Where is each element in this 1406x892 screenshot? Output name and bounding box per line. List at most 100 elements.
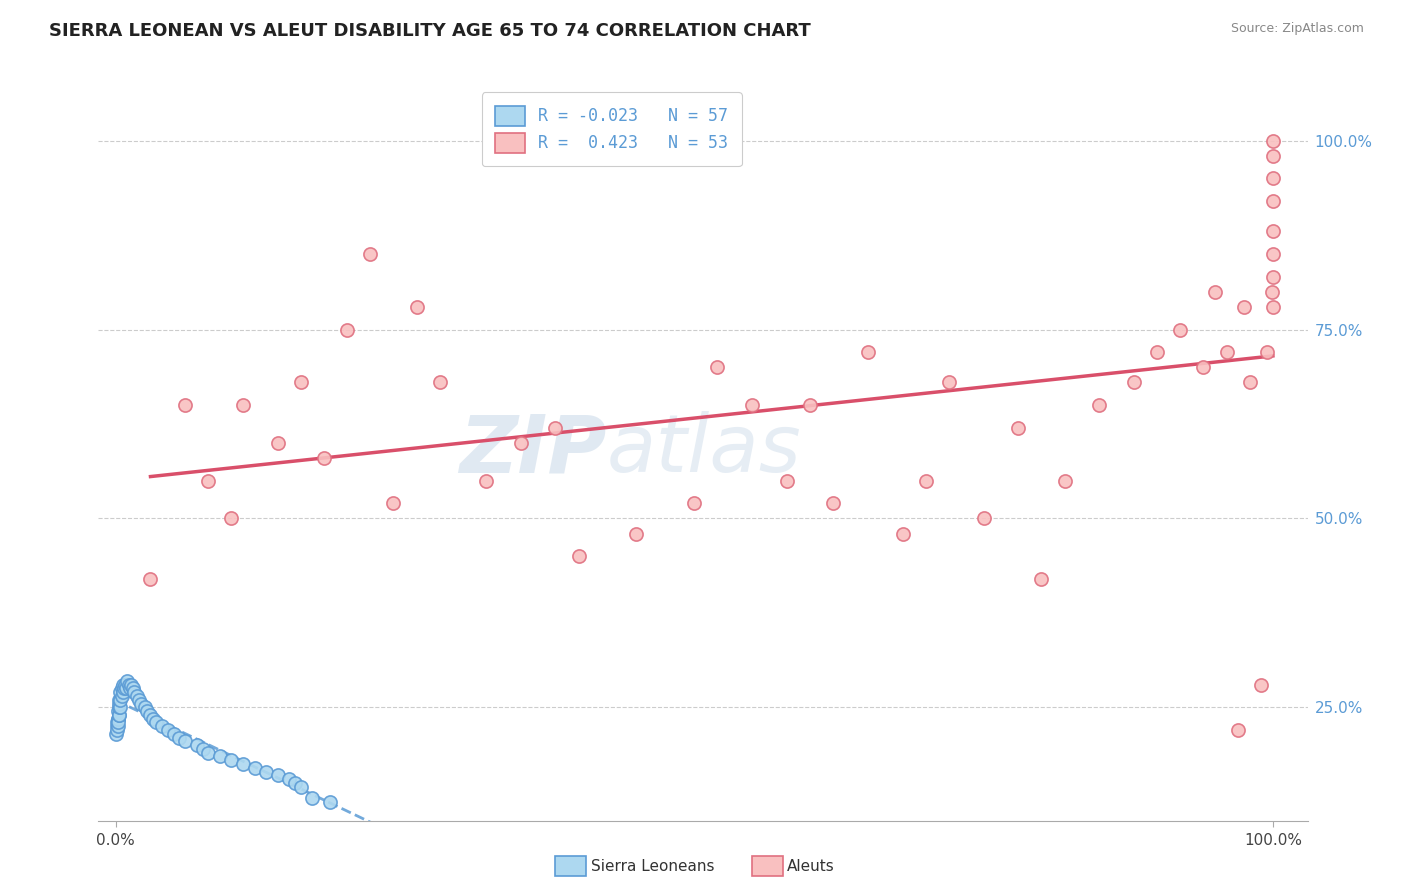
Point bbox=[118, 681, 141, 696]
Point bbox=[243, 761, 266, 775]
Point bbox=[117, 673, 139, 688]
Point bbox=[706, 360, 728, 375]
Text: Aleuts: Aleuts bbox=[787, 859, 835, 873]
Point bbox=[973, 511, 995, 525]
Point bbox=[290, 780, 312, 794]
Point bbox=[626, 526, 648, 541]
Point bbox=[1168, 322, 1191, 336]
Point bbox=[162, 727, 184, 741]
Point bbox=[319, 795, 342, 809]
Point bbox=[142, 712, 165, 726]
Point bbox=[107, 712, 129, 726]
Point bbox=[382, 496, 405, 510]
Point bbox=[1261, 194, 1284, 209]
Point bbox=[105, 727, 128, 741]
Point bbox=[1261, 224, 1284, 238]
Point bbox=[359, 247, 381, 261]
Point bbox=[117, 678, 139, 692]
Point bbox=[475, 474, 498, 488]
Point bbox=[683, 496, 706, 510]
Point bbox=[174, 398, 197, 412]
Point bbox=[1146, 345, 1168, 359]
Point bbox=[799, 398, 821, 412]
Point bbox=[1053, 474, 1076, 488]
Point bbox=[108, 697, 131, 711]
Point bbox=[107, 715, 129, 730]
Point bbox=[1233, 300, 1256, 314]
Point bbox=[568, 549, 591, 564]
Point bbox=[1088, 398, 1111, 412]
Point bbox=[139, 572, 162, 586]
Point bbox=[1215, 345, 1237, 359]
Point bbox=[544, 421, 567, 435]
Point bbox=[232, 756, 254, 771]
Point bbox=[150, 719, 173, 733]
Text: Sierra Leoneans: Sierra Leoneans bbox=[591, 859, 714, 873]
Point bbox=[1260, 285, 1282, 299]
Point bbox=[1031, 572, 1053, 586]
Point bbox=[312, 450, 335, 465]
Point bbox=[290, 376, 312, 390]
Point bbox=[105, 719, 128, 733]
Point bbox=[254, 764, 277, 779]
Point bbox=[1192, 360, 1215, 375]
Text: Source: ZipAtlas.com: Source: ZipAtlas.com bbox=[1230, 22, 1364, 36]
Point bbox=[107, 707, 129, 722]
Point bbox=[336, 322, 359, 336]
Point bbox=[111, 685, 134, 699]
Text: atlas: atlas bbox=[606, 411, 801, 490]
Point bbox=[405, 300, 427, 314]
Point bbox=[856, 345, 879, 359]
Point bbox=[110, 681, 132, 696]
Text: ZIP: ZIP bbox=[458, 411, 606, 490]
Point bbox=[914, 474, 936, 488]
Point bbox=[1261, 134, 1284, 148]
Point bbox=[145, 715, 167, 730]
Point bbox=[891, 526, 914, 541]
Point bbox=[156, 723, 179, 737]
Point bbox=[1204, 285, 1226, 299]
Point bbox=[823, 496, 845, 510]
Point bbox=[301, 791, 323, 805]
Point bbox=[938, 376, 960, 390]
Point bbox=[232, 398, 254, 412]
Point bbox=[191, 742, 214, 756]
Point bbox=[1007, 421, 1029, 435]
Point bbox=[107, 719, 129, 733]
Point bbox=[1261, 171, 1284, 186]
Point bbox=[107, 704, 129, 718]
Point bbox=[115, 681, 138, 696]
Point bbox=[186, 738, 208, 752]
Legend: R = -0.023   N = 57, R =  0.423   N = 53: R = -0.023 N = 57, R = 0.423 N = 53 bbox=[482, 92, 741, 166]
Point bbox=[129, 697, 152, 711]
Point bbox=[120, 678, 142, 692]
Point bbox=[1227, 723, 1250, 737]
Point bbox=[429, 376, 451, 390]
Point bbox=[107, 712, 129, 726]
Point bbox=[134, 700, 156, 714]
Point bbox=[741, 398, 763, 412]
Point bbox=[169, 731, 191, 745]
Point bbox=[267, 768, 290, 782]
Point bbox=[1256, 345, 1278, 359]
Point bbox=[108, 700, 131, 714]
Point bbox=[112, 681, 135, 696]
Point bbox=[221, 511, 243, 525]
Point bbox=[136, 704, 159, 718]
Point bbox=[1261, 149, 1284, 163]
Point bbox=[108, 707, 131, 722]
Point bbox=[509, 436, 531, 450]
Point bbox=[1261, 269, 1284, 284]
Point bbox=[208, 749, 231, 764]
Point bbox=[278, 772, 301, 786]
Point bbox=[125, 689, 148, 703]
Point bbox=[139, 707, 162, 722]
Point bbox=[1261, 300, 1284, 314]
Point bbox=[110, 689, 132, 703]
Point bbox=[110, 700, 132, 714]
Point bbox=[1261, 247, 1284, 261]
Point bbox=[1123, 376, 1146, 390]
Point bbox=[267, 436, 290, 450]
Point bbox=[105, 715, 128, 730]
Point bbox=[221, 753, 243, 767]
